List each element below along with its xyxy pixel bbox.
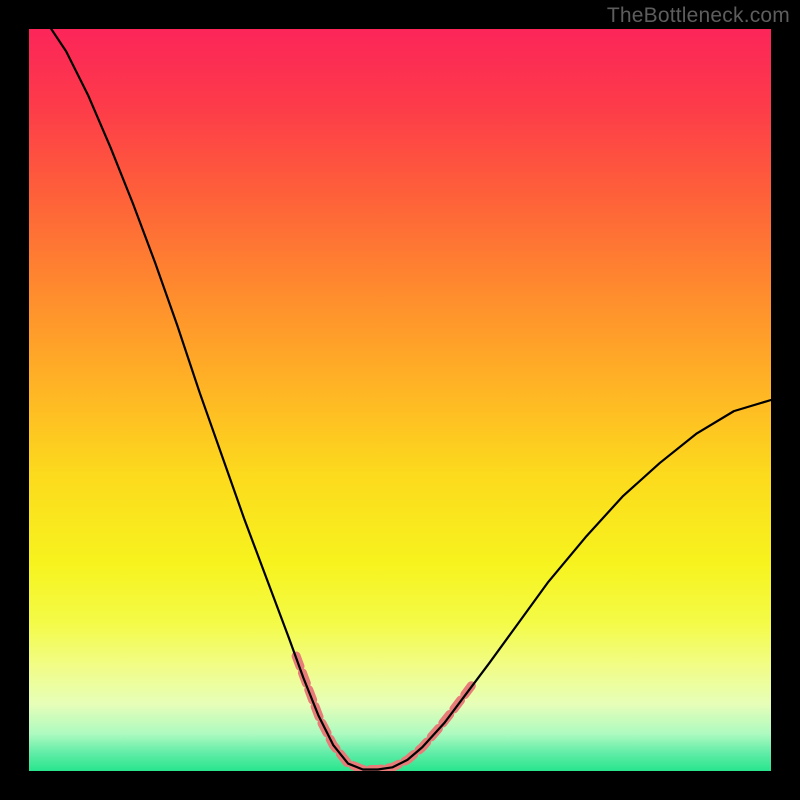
chart-background xyxy=(29,29,771,771)
chart-frame: TheBottleneck.com xyxy=(0,0,800,800)
bottleneck-chart xyxy=(0,0,800,800)
watermark-text: TheBottleneck.com xyxy=(607,4,790,28)
